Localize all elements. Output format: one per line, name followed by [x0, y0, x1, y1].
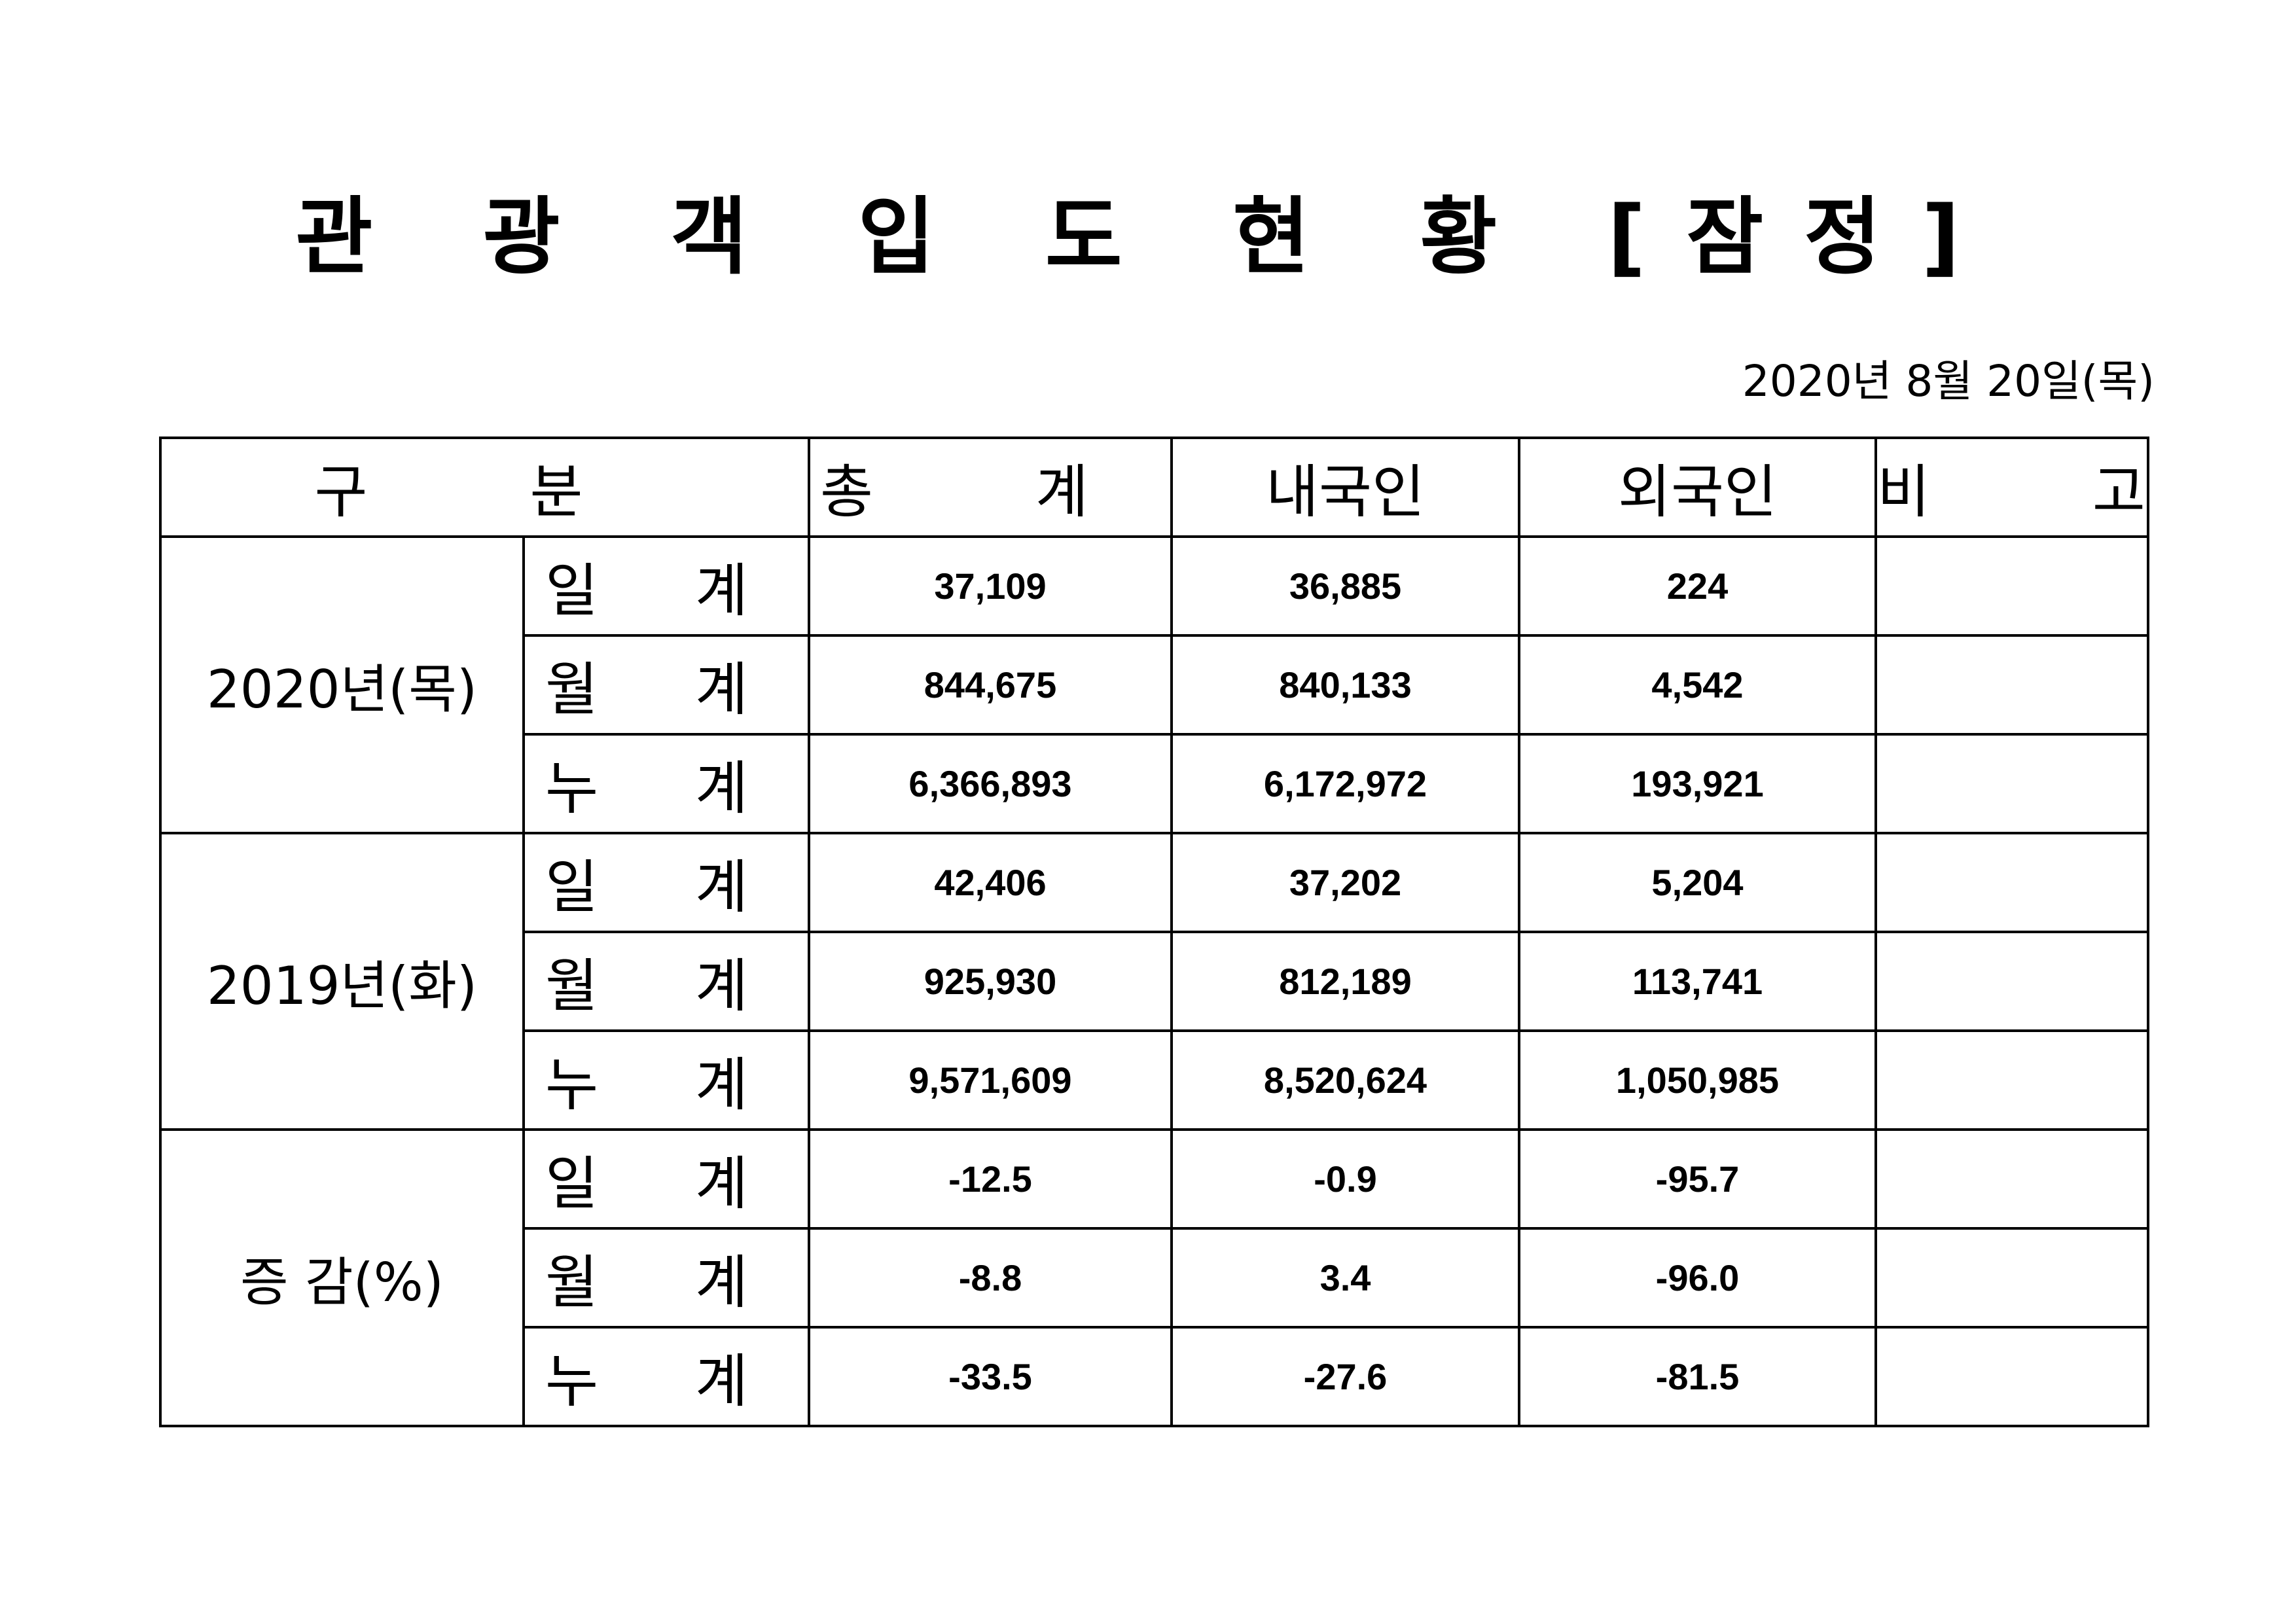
total-cell: 6,366,893 [808, 733, 1173, 834]
remarks-cell [1874, 832, 2149, 933]
domestic-cell: 37,202 [1170, 832, 1520, 933]
foreign-cell: 193,921 [1518, 733, 1877, 834]
table-row: 월 계 925,930 812,189 113,741 [160, 931, 2149, 1032]
table-row: 월 계 -8.8 3.4 -96.0 [160, 1227, 2149, 1329]
total-cell: 37,109 [808, 535, 1173, 637]
remarks-cell [1874, 1128, 2149, 1230]
row-label: 일 계 [522, 832, 810, 933]
table-row: 2019년(화) 일 계 42,406 37,202 5,204 [159, 832, 2149, 1131]
foreign-cell: 5,204 [1518, 832, 1877, 933]
remarks-cell [1874, 931, 2149, 1032]
domestic-cell: 6,172,972 [1170, 733, 1520, 834]
domestic-cell: 3.4 [1170, 1227, 1520, 1329]
row-label: 월 계 [522, 931, 810, 1032]
foreign-cell: 4,542 [1518, 634, 1877, 736]
remarks-cell [1874, 1227, 2149, 1329]
remarks-cell [1874, 733, 2149, 834]
header-remarks: 비 고 [1874, 437, 2149, 538]
group-label: 2019년(화) [159, 832, 525, 1131]
table-row: 증 감(%) 일 계 -12.5 -0.9 -95.7 [159, 1128, 2149, 1427]
row-label: 누 계 [522, 1326, 810, 1427]
domestic-cell: 8,520,624 [1170, 1029, 1520, 1131]
total-cell: 9,571,609 [808, 1029, 1173, 1131]
row-label: 월 계 [522, 634, 810, 736]
table-row: 누 계 -33.5 -27.6 -81.5 [160, 1326, 2149, 1427]
table-row: 누 계 6,366,893 6,172,972 193,921 [160, 733, 2149, 834]
row-label: 일 계 [522, 535, 810, 637]
domestic-cell: -27.6 [1170, 1326, 1520, 1427]
row-label: 월 계 [522, 1227, 810, 1329]
foreign-cell: -96.0 [1518, 1227, 1877, 1329]
group-label: 2020년(목) [159, 535, 525, 834]
remarks-cell [1874, 1326, 2149, 1427]
domestic-cell: -0.9 [1170, 1128, 1520, 1230]
total-cell: -12.5 [808, 1128, 1173, 1230]
foreign-cell: 113,741 [1518, 931, 1877, 1032]
header-category: 구 분 [159, 437, 810, 538]
foreign-cell: -81.5 [1518, 1326, 1877, 1427]
group-label: 증 감(%) [159, 1128, 525, 1427]
remarks-cell [1874, 634, 2149, 736]
report-date: 2020년 8월 20일(목) [1742, 356, 2155, 406]
row-label: 일 계 [522, 1128, 810, 1230]
row-label: 누 계 [522, 733, 810, 834]
foreign-cell: 1,050,985 [1518, 1029, 1877, 1131]
table-row: 누 계 9,571,609 8,520,624 1,050,985 [160, 1029, 2149, 1131]
row-label: 누 계 [522, 1029, 810, 1131]
foreign-cell: -95.7 [1518, 1128, 1877, 1230]
table-row: 2020년(목) 일 계 37,109 36,885 224 [159, 535, 2149, 834]
header-row: 구 분 총 계 내국인 외국인 비 고 [159, 437, 2149, 538]
domestic-cell: 36,885 [1170, 535, 1520, 637]
foreign-cell: 224 [1518, 535, 1877, 637]
total-cell: -33.5 [808, 1326, 1173, 1427]
total-cell: 844,675 [808, 634, 1173, 736]
domestic-cell: 812,189 [1170, 931, 1520, 1032]
total-cell: -8.8 [808, 1227, 1173, 1329]
total-cell: 42,406 [808, 832, 1173, 933]
total-cell: 925,930 [808, 931, 1173, 1032]
remarks-cell [1874, 535, 2149, 637]
header-foreign: 외국인 [1518, 437, 1877, 538]
header-domestic: 내국인 [1170, 437, 1520, 538]
document-title: 관 광 객 입 도 현 황 [잠정] [295, 188, 2001, 286]
domestic-cell: 840,133 [1170, 634, 1520, 736]
table-row: 월 계 844,675 840,133 4,542 [160, 634, 2149, 736]
remarks-cell [1874, 1029, 2149, 1131]
header-total: 총 계 [808, 437, 1173, 538]
tourist-arrivals-table: 구 분 총 계 내국인 외국인 비 고 2020년(목) 일 계 37,109 … [159, 437, 2149, 1427]
